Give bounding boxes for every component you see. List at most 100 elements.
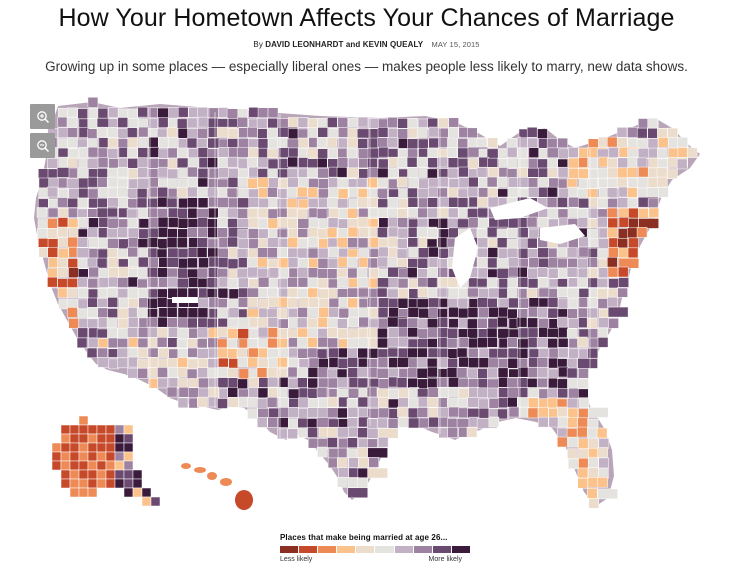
- county[interactable]: [78, 451, 89, 462]
- county[interactable]: [477, 267, 489, 279]
- county[interactable]: [107, 137, 119, 149]
- county[interactable]: [197, 217, 209, 228]
- county[interactable]: [427, 117, 438, 129]
- county[interactable]: [297, 377, 308, 388]
- county[interactable]: [96, 442, 107, 453]
- county[interactable]: [228, 168, 239, 179]
- county[interactable]: [217, 366, 229, 378]
- county[interactable]: [456, 347, 468, 358]
- county[interactable]: [677, 147, 689, 158]
- county[interactable]: [336, 457, 348, 468]
- county[interactable]: [366, 418, 378, 429]
- county[interactable]: [488, 287, 500, 298]
- county[interactable]: [507, 397, 518, 408]
- county[interactable]: [208, 167, 220, 179]
- county[interactable]: [517, 227, 529, 238]
- county[interactable]: [96, 451, 107, 462]
- county[interactable]: [578, 168, 589, 179]
- county[interactable]: [437, 187, 448, 199]
- county[interactable]: [114, 469, 125, 480]
- county[interactable]: [597, 337, 609, 348]
- county[interactable]: [248, 147, 259, 159]
- county[interactable]: [238, 257, 249, 268]
- county[interactable]: [588, 467, 599, 478]
- county[interactable]: [398, 388, 409, 399]
- county[interactable]: [208, 267, 219, 278]
- county[interactable]: [437, 267, 448, 278]
- county[interactable]: [468, 176, 479, 188]
- county[interactable]: [648, 157, 659, 169]
- county[interactable]: [337, 407, 348, 419]
- county[interactable]: [197, 177, 209, 189]
- county[interactable]: [327, 327, 338, 338]
- county[interactable]: [217, 187, 229, 198]
- county[interactable]: [108, 358, 119, 370]
- county[interactable]: [548, 368, 560, 380]
- county[interactable]: [228, 358, 239, 369]
- county[interactable]: [587, 158, 598, 169]
- county[interactable]: [307, 388, 318, 399]
- county[interactable]: [248, 328, 259, 339]
- county[interactable]: [607, 306, 629, 318]
- county[interactable]: [396, 176, 408, 188]
- county[interactable]: [547, 387, 559, 399]
- county[interactable]: [257, 338, 269, 349]
- county[interactable]: [77, 237, 89, 248]
- county[interactable]: [267, 168, 278, 179]
- county[interactable]: [517, 348, 529, 359]
- county[interactable]: [87, 128, 98, 139]
- county[interactable]: [548, 268, 559, 279]
- county[interactable]: [398, 347, 409, 359]
- county[interactable]: [406, 156, 418, 168]
- county[interactable]: [307, 427, 318, 438]
- county[interactable]: [507, 277, 518, 289]
- county[interactable]: [326, 227, 338, 239]
- county[interactable]: [587, 488, 598, 499]
- county[interactable]: [127, 158, 139, 169]
- county[interactable]: [436, 376, 448, 388]
- county[interactable]: [156, 337, 168, 348]
- county[interactable]: [258, 377, 269, 388]
- county[interactable]: [287, 228, 299, 239]
- county[interactable]: [87, 146, 99, 158]
- county[interactable]: [227, 128, 239, 139]
- county[interactable]: [328, 357, 340, 368]
- county[interactable]: [108, 276, 119, 288]
- county[interactable]: [498, 278, 510, 289]
- county[interactable]: [177, 366, 188, 378]
- county[interactable]: [448, 178, 460, 189]
- county[interactable]: [408, 278, 419, 290]
- county[interactable]: [587, 257, 598, 268]
- county[interactable]: [557, 267, 569, 279]
- county[interactable]: [326, 426, 338, 438]
- county[interactable]: [348, 157, 359, 169]
- county[interactable]: [197, 237, 208, 248]
- county[interactable]: [417, 207, 428, 218]
- county[interactable]: [377, 207, 389, 218]
- county[interactable]: [638, 166, 649, 178]
- county[interactable]: [337, 137, 349, 149]
- hawaii-island[interactable]: [194, 467, 206, 473]
- county[interactable]: [447, 137, 458, 149]
- county[interactable]: [587, 438, 599, 449]
- county[interactable]: [448, 197, 459, 208]
- county[interactable]: [366, 386, 378, 398]
- county[interactable]: [608, 246, 619, 258]
- alaska[interactable]: [51, 415, 161, 507]
- county[interactable]: [47, 206, 59, 218]
- county[interactable]: [557, 378, 568, 390]
- county[interactable]: [77, 276, 88, 288]
- county[interactable]: [398, 327, 409, 339]
- county[interactable]: [526, 127, 538, 138]
- county[interactable]: [114, 442, 125, 453]
- county[interactable]: [57, 278, 68, 289]
- county[interactable]: [448, 117, 459, 129]
- county[interactable]: [597, 327, 609, 339]
- county[interactable]: [238, 396, 250, 408]
- county[interactable]: [547, 338, 558, 349]
- county[interactable]: [127, 147, 138, 159]
- county[interactable]: [127, 246, 138, 258]
- county[interactable]: [658, 187, 669, 198]
- county[interactable]: [187, 128, 198, 139]
- county[interactable]: [78, 469, 89, 480]
